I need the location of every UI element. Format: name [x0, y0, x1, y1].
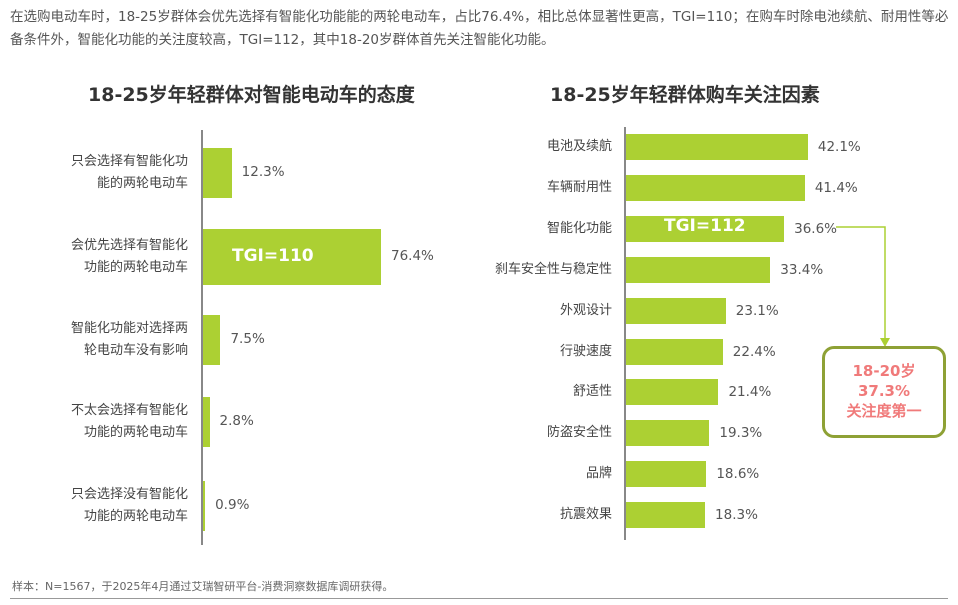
- category-label: 舒适性: [572, 384, 612, 400]
- bar: [203, 481, 206, 531]
- bar: [626, 338, 723, 365]
- category-label: 品牌: [585, 466, 612, 482]
- bar: [626, 134, 808, 160]
- category-label-line: 轮电动车没有影响: [83, 343, 188, 358]
- bar: [203, 315, 221, 365]
- bar: [626, 297, 726, 324]
- value-label: 19.3%: [719, 425, 763, 442]
- value-label: 76.4%: [391, 248, 434, 264]
- tgi-annotation: TGI=112: [664, 216, 746, 236]
- value-label: 21.4%: [728, 384, 772, 401]
- left-axis: [201, 130, 203, 545]
- intro-text: 在选购电动车时，18-25岁群体会优先选择有智能化功能能的两轮电动车，占比76.…: [10, 9, 949, 48]
- category-label: 不太会选择有智能化功能的两轮电动车: [20, 400, 188, 444]
- category-label-line: 智能化功能对选择两: [70, 321, 188, 336]
- category-label: 只会选择没有智能化功能的两轮电动车: [20, 484, 188, 528]
- category-label: 会优先选择有智能化功能的两轮电动车: [20, 235, 188, 279]
- value-label: 41.4%: [814, 179, 858, 196]
- value-label: 18.3%: [715, 507, 758, 524]
- value-label: 42.1%: [817, 139, 861, 155]
- footer-note: 样本：N=1567，于2025年4月通过艾瑞智研平台-消费洞察数据库调研获得。: [12, 580, 394, 593]
- value-label: 22.4%: [732, 343, 776, 360]
- bar: [626, 461, 707, 488]
- value-label: 36.6%: [794, 220, 837, 237]
- value-label: 0.9%: [215, 497, 250, 513]
- bar: [626, 379, 719, 406]
- category-label-line: 能的两轮电动车: [96, 176, 188, 191]
- category-label: 行驶速度: [559, 343, 612, 359]
- bar: [626, 502, 706, 529]
- right-axis: [624, 127, 626, 540]
- value-label: 18.6%: [716, 466, 760, 483]
- category-label-line: 只会选择没有智能化: [70, 487, 188, 502]
- value-label: 33.4%: [780, 261, 824, 278]
- category-label-line: 不太会选择有智能化: [70, 403, 188, 418]
- category-label-line: 会优先选择有智能化: [70, 238, 188, 253]
- category-label-line: 功能的两轮电动车: [83, 509, 188, 524]
- bar: [626, 256, 771, 283]
- left-chart-title: 18-25岁年轻群体对智能电动车的态度: [88, 84, 415, 106]
- category-label: 刹车安全性与稳定性: [494, 261, 612, 277]
- category-label: 电池及续航: [546, 139, 612, 154]
- category-label: 智能化功能对选择两轮电动车没有影响: [20, 318, 188, 362]
- value-label: 23.1%: [735, 302, 779, 319]
- value-label: 2.8%: [219, 413, 254, 429]
- category-label: 智能化功能: [546, 220, 612, 236]
- callout-box: 18-20岁 37.3% 关注度第一: [822, 346, 946, 438]
- category-label-line: 功能的两轮电动车: [83, 260, 188, 275]
- bar: [203, 397, 210, 447]
- bar: [626, 420, 710, 447]
- category-label: 防盗安全性: [546, 425, 612, 441]
- bar: [626, 174, 805, 201]
- value-label: 12.3%: [241, 164, 285, 180]
- tgi-annotation: TGI=110: [232, 246, 314, 266]
- bar: [203, 229, 381, 285]
- callout-line: 18-20岁: [852, 362, 916, 380]
- callout-line: 关注度第一: [846, 402, 922, 420]
- category-label-line: 只会选择有智能化功: [70, 154, 188, 169]
- category-label: 抗震效果: [559, 507, 612, 523]
- callout-line: 37.3%: [857, 382, 911, 400]
- value-label: 7.5%: [230, 331, 265, 347]
- category-label: 车辆耐用性: [546, 179, 612, 195]
- category-label: 外观设计: [559, 302, 612, 318]
- bar: [626, 215, 785, 242]
- footer-divider: [10, 598, 948, 599]
- right-chart-title: 18-25岁年轻群体购车关注因素: [550, 84, 820, 106]
- category-label: 只会选择有智能化功能的两轮电动车: [20, 151, 188, 195]
- bar: [203, 148, 232, 198]
- category-label-line: 功能的两轮电动车: [83, 425, 188, 440]
